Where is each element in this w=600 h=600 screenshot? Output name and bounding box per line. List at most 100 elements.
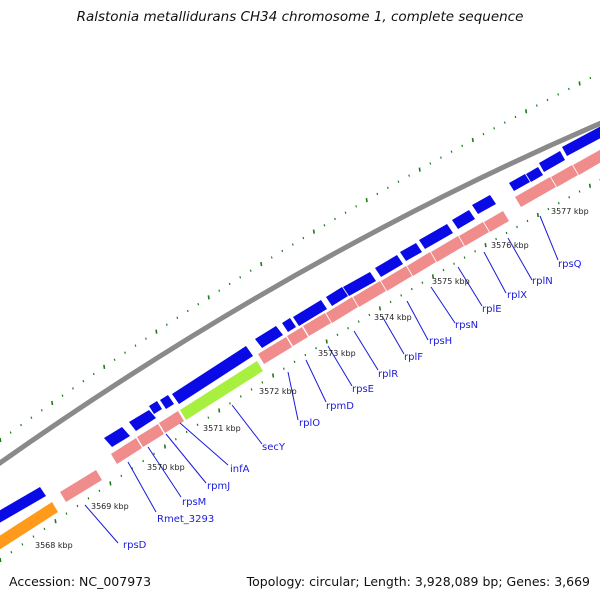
gene-arrow[interactable] bbox=[282, 318, 296, 332]
tick-mark bbox=[387, 186, 389, 189]
tick-mark bbox=[0, 557, 2, 563]
gene-label-rpsE[interactable]: rpsE bbox=[352, 384, 374, 395]
tick-mark bbox=[312, 229, 315, 234]
gene-arrow[interactable] bbox=[452, 210, 475, 229]
kbp-label: 3573 kbp bbox=[318, 349, 356, 358]
tick-mark bbox=[250, 388, 253, 391]
gene-arrow[interactable] bbox=[343, 272, 376, 296]
tick-mark bbox=[463, 256, 466, 259]
gene-arrow[interactable] bbox=[104, 427, 130, 447]
tick-mark bbox=[323, 224, 326, 227]
gene-arrow[interactable] bbox=[255, 326, 283, 348]
tick-mark bbox=[418, 167, 421, 172]
gene-box[interactable] bbox=[551, 165, 578, 187]
gene-label-rpmJ[interactable]: rpmJ bbox=[207, 481, 230, 492]
tick-mark bbox=[557, 201, 560, 205]
tick-mark bbox=[207, 416, 210, 419]
gene-box[interactable] bbox=[459, 222, 489, 246]
kbp-label: 3571 kbp bbox=[203, 424, 241, 433]
tick-mark bbox=[484, 243, 487, 248]
tick-mark bbox=[260, 261, 263, 267]
gene-box[interactable] bbox=[258, 337, 292, 364]
tick-mark bbox=[113, 358, 116, 361]
gene-arrow[interactable] bbox=[562, 124, 600, 156]
kbp-label: 3569 kbp bbox=[91, 502, 129, 511]
tick-mark bbox=[525, 109, 528, 114]
tick-mark bbox=[431, 274, 435, 279]
gene-label-rpsD[interactable]: rpsD bbox=[123, 540, 147, 551]
gene-label-secY[interactable]: secY bbox=[262, 442, 286, 453]
gene-label-rpsM[interactable]: rpsM bbox=[182, 497, 206, 508]
tick-mark bbox=[325, 339, 328, 344]
gene-arrow[interactable] bbox=[0, 487, 46, 525]
gene-arrow[interactable] bbox=[509, 174, 530, 191]
tick-mark bbox=[186, 309, 189, 313]
tick-mark bbox=[165, 323, 168, 326]
tick-mark bbox=[505, 231, 508, 235]
gene-arrow[interactable] bbox=[160, 395, 174, 409]
tick-mark bbox=[495, 237, 497, 241]
gene-label-infA[interactable]: infA bbox=[230, 464, 250, 475]
tick-mark bbox=[453, 262, 455, 265]
gene-label-rpsQ[interactable]: rpsQ bbox=[558, 259, 582, 270]
gene-box[interactable] bbox=[159, 411, 184, 433]
gene-arrow[interactable] bbox=[419, 224, 453, 249]
gene-box[interactable] bbox=[287, 327, 308, 346]
gene-arrow[interactable] bbox=[326, 287, 348, 306]
gene-box[interactable] bbox=[111, 438, 142, 464]
kbp-label: 3570 kbp bbox=[147, 463, 185, 472]
gene-box[interactable] bbox=[303, 313, 331, 336]
tick-mark bbox=[474, 250, 476, 253]
tick-mark bbox=[82, 380, 85, 383]
gene-label-rpsH[interactable]: rpsH bbox=[429, 336, 452, 347]
gene-secY-box[interactable] bbox=[180, 361, 263, 420]
gene-label-Rmet_3293[interactable]: Rmet_3293 bbox=[157, 514, 214, 525]
kbp-label: 3577 kbp bbox=[551, 207, 589, 216]
accession-text: Accession: NC_007973 bbox=[9, 574, 152, 589]
gene-arrow[interactable] bbox=[293, 300, 327, 326]
tick-mark bbox=[557, 93, 560, 96]
gene-box[interactable] bbox=[515, 177, 556, 207]
gene-arrow[interactable] bbox=[149, 401, 162, 414]
gene-rpsD-box[interactable] bbox=[0, 502, 58, 552]
tick-mark bbox=[546, 98, 549, 102]
gene-box[interactable] bbox=[407, 252, 436, 276]
gene-arrow[interactable] bbox=[526, 167, 543, 182]
gene-box[interactable] bbox=[573, 147, 600, 175]
gene-label-rplN[interactable]: rplN bbox=[532, 276, 553, 287]
gene-label-rplF[interactable]: rplF bbox=[404, 352, 423, 363]
tick-mark bbox=[589, 76, 592, 80]
gene-box[interactable] bbox=[326, 297, 358, 323]
label-leader-lines bbox=[84, 215, 559, 544]
gene-label-rpmD[interactable]: rpmD bbox=[326, 401, 354, 412]
tick-mark bbox=[54, 519, 57, 524]
tick-mark bbox=[76, 504, 79, 508]
gene-box[interactable] bbox=[431, 236, 464, 262]
gene-label-rplE[interactable]: rplE bbox=[482, 304, 502, 315]
tick-mark bbox=[389, 300, 392, 304]
gene-arrow[interactable] bbox=[375, 255, 403, 277]
gene-box[interactable] bbox=[353, 281, 386, 307]
gene-arrow[interactable] bbox=[400, 243, 422, 261]
gene-box[interactable] bbox=[60, 470, 102, 502]
tick-mark bbox=[61, 394, 64, 397]
gene-arrow[interactable] bbox=[172, 346, 253, 404]
gene-label-rplO[interactable]: rplO bbox=[299, 418, 320, 429]
tick-mark bbox=[293, 360, 296, 363]
gene-box[interactable] bbox=[484, 211, 509, 232]
gene-label-rplR[interactable]: rplR bbox=[378, 369, 398, 380]
tick-mark bbox=[120, 474, 123, 478]
tick-mark bbox=[103, 364, 106, 369]
gene-box[interactable] bbox=[137, 424, 164, 447]
gene-arrow[interactable] bbox=[539, 151, 565, 172]
gene-label-rplX[interactable]: rplX bbox=[507, 290, 527, 301]
tick-mark bbox=[588, 183, 592, 188]
tick-mark bbox=[493, 127, 496, 130]
gene-arrow[interactable] bbox=[472, 195, 496, 214]
outer-tick-ring bbox=[0, 76, 592, 443]
tick-mark bbox=[21, 543, 24, 546]
gene-box[interactable] bbox=[381, 266, 412, 291]
gene-arrow[interactable] bbox=[129, 410, 156, 431]
tick-mark bbox=[98, 489, 101, 493]
gene-label-rpsN[interactable]: rpsN bbox=[455, 320, 478, 331]
